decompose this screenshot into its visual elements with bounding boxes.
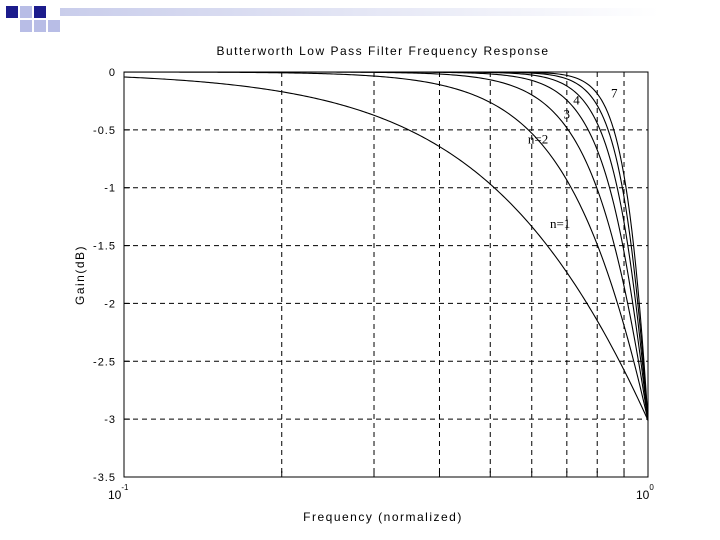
y-tick-label: -1.5: [93, 241, 116, 253]
decoration-square: [34, 20, 46, 32]
x-axis-label: Frequency (normalized): [303, 510, 463, 524]
series-line-n2: [124, 71, 649, 421]
series-label: 7: [611, 85, 618, 100]
x-tick-label: 10-1: [108, 483, 129, 502]
grid: [124, 72, 648, 477]
y-tick-label: -1: [104, 183, 116, 195]
slide-decoration: [0, 0, 720, 40]
decoration-square: [20, 6, 32, 18]
series-line-n6: [124, 71, 649, 421]
y-axis-label: Gain(dB): [73, 245, 87, 305]
y-tick-label: -3: [104, 414, 116, 426]
series-line-n3: [124, 71, 649, 421]
y-tick-labels: 0 -0.5 -1 -1.5 -2 -2.5 -3 -3.5: [93, 67, 116, 484]
series-label: 4: [573, 92, 580, 107]
series-label: 3: [564, 106, 571, 121]
y-tick-label: -3.5: [93, 472, 116, 484]
ticks: [124, 71, 625, 478]
decoration-square: [6, 6, 18, 18]
series-line-n5: [124, 71, 649, 421]
y-tick-label: -0.5: [93, 125, 116, 137]
plot-frame: [123, 71, 649, 478]
y-tick-label: -2.5: [93, 356, 116, 368]
x-tick-label: 100: [636, 483, 654, 502]
annotations: n=1 n=2 34 7: [528, 85, 618, 231]
curves: [123, 71, 649, 421]
y-tick-label: -2: [104, 298, 116, 310]
decoration-square: [20, 20, 32, 32]
x-tick-labels: 10-1 100: [108, 483, 654, 502]
decoration-square: [48, 20, 60, 32]
decoration-square: [34, 6, 46, 18]
series-label: n=1: [550, 216, 570, 231]
series-label: n=2: [528, 132, 548, 147]
series-line-n1: [123, 76, 649, 421]
series-line-n4: [124, 71, 649, 421]
decoration-bar: [60, 8, 660, 16]
chart-title: Butterworth Low Pass Filter Frequency Re…: [216, 44, 549, 58]
series-line-n7: [124, 71, 649, 421]
y-tick-label: 0: [109, 67, 116, 79]
